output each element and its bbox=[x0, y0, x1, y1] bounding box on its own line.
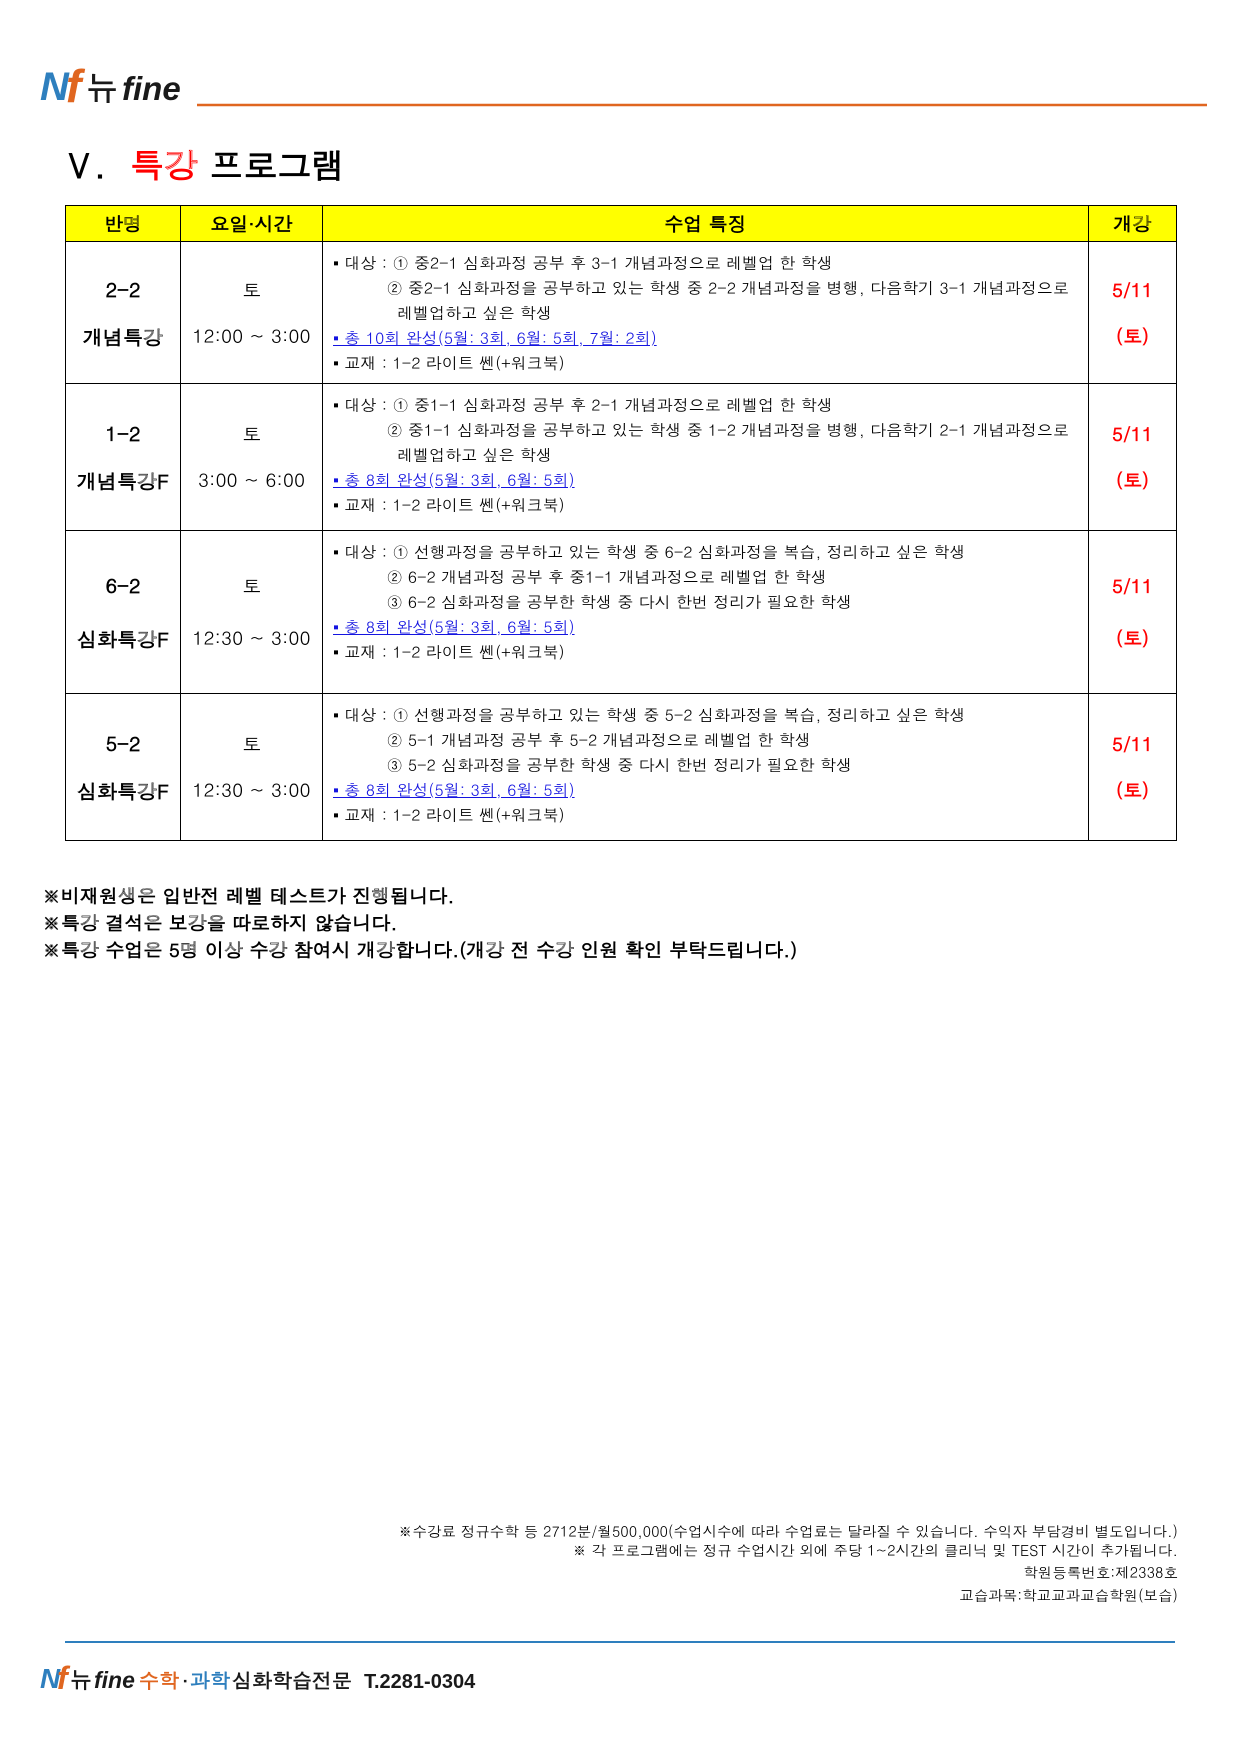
svg-text:·: · bbox=[182, 1665, 189, 1694]
svg-text:T.2281-0304: T.2281-0304 bbox=[364, 1671, 476, 1693]
svg-text:심화학습전문: 심화학습전문 bbox=[232, 1665, 352, 1694]
svg-text:수학: 수학 bbox=[139, 1665, 179, 1694]
svg-text:뉴: 뉴 bbox=[86, 64, 118, 109]
svg-text:fine: fine bbox=[122, 70, 181, 107]
svg-text:f: f bbox=[57, 1660, 71, 1696]
svg-text:과학: 과학 bbox=[190, 1665, 230, 1694]
svg-text:뉴: 뉴 bbox=[70, 1664, 92, 1695]
svg-text:f: f bbox=[66, 60, 86, 112]
svg-text:fine: fine bbox=[94, 1667, 135, 1693]
